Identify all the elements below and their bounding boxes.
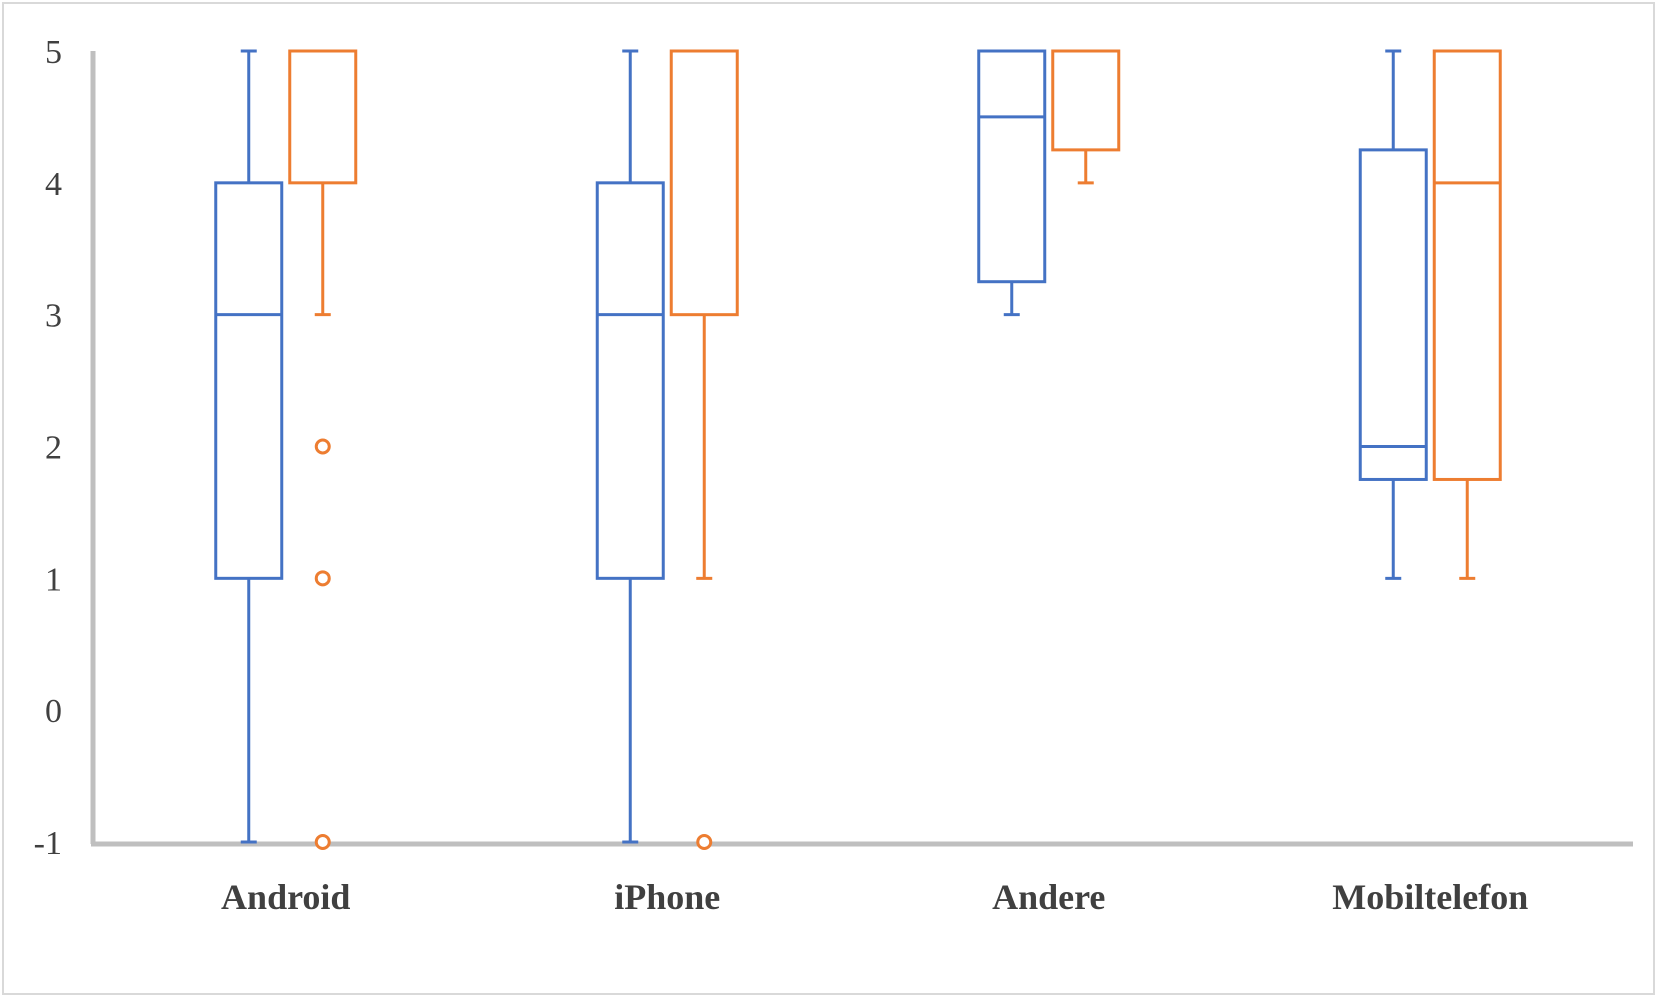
iqr-box xyxy=(1051,49,1121,152)
axes xyxy=(90,51,1633,847)
outlier-point xyxy=(314,570,331,587)
y-tick-label: -1 xyxy=(34,825,62,862)
y-tick-label: 0 xyxy=(45,693,62,730)
y-tick-label: 4 xyxy=(45,166,62,203)
category-label: iPhone xyxy=(614,877,720,917)
y-tick-label: 3 xyxy=(45,298,62,335)
box-iphone xyxy=(669,49,739,850)
outlier-point xyxy=(314,834,331,850)
y-tick-label: 1 xyxy=(45,561,62,598)
box-mobiltelefon xyxy=(1358,49,1428,580)
box-andere xyxy=(1051,49,1121,185)
iqr-box xyxy=(288,49,358,185)
box-plot-chart: -1 0 1 2 3 4 5 Android iPhone Andere Mobiltelefon xyxy=(34,34,1633,917)
y-tick-label: 2 xyxy=(45,430,62,467)
iqr-box xyxy=(1358,148,1428,481)
iqr-box xyxy=(1432,49,1502,481)
category-label: Mobiltelefon xyxy=(1332,877,1528,917)
iqr-box xyxy=(595,181,665,580)
box-mobiltelefon xyxy=(1432,49,1502,580)
iqr-box xyxy=(214,181,284,580)
category-label: Android xyxy=(221,877,350,917)
box-andere xyxy=(977,49,1047,317)
outlier-point xyxy=(314,438,331,455)
box-iphone xyxy=(595,49,665,844)
iqr-box xyxy=(977,49,1047,284)
y-tick-label: 5 xyxy=(45,34,62,71)
series-0 xyxy=(214,49,1428,844)
box-android xyxy=(214,49,284,844)
category-label: Andere xyxy=(992,877,1105,917)
category-labels: Android iPhone Andere Mobiltelefon xyxy=(221,877,1528,917)
y-tick-labels: -1 0 1 2 3 4 5 xyxy=(34,34,62,862)
box-series xyxy=(214,49,1502,850)
iqr-box xyxy=(669,49,739,317)
box-android xyxy=(288,49,358,850)
series-1 xyxy=(288,49,1502,850)
outlier-point xyxy=(696,834,713,850)
